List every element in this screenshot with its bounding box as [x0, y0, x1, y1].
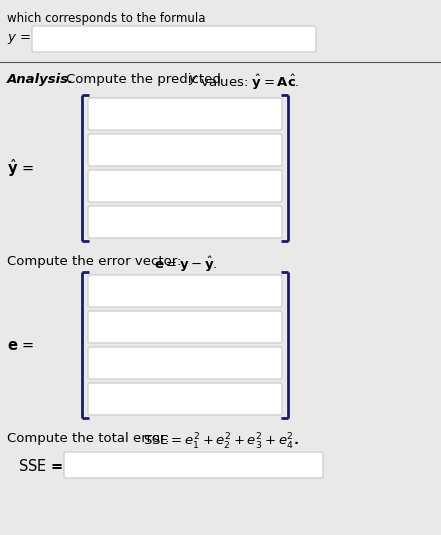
Text: $\mathbf{e}$ =: $\mathbf{e}$ = — [7, 338, 34, 353]
FancyBboxPatch shape — [64, 452, 323, 478]
Text: which corresponds to the formula: which corresponds to the formula — [7, 12, 206, 25]
Text: $y$: $y$ — [188, 73, 198, 87]
FancyBboxPatch shape — [88, 206, 282, 238]
FancyBboxPatch shape — [88, 98, 282, 130]
FancyBboxPatch shape — [88, 170, 282, 202]
FancyBboxPatch shape — [32, 26, 316, 52]
FancyBboxPatch shape — [88, 311, 282, 343]
Text: $y$ =: $y$ = — [7, 32, 31, 46]
Text: Compute the error vector:: Compute the error vector: — [7, 255, 186, 268]
Text: Analysis.: Analysis. — [7, 73, 74, 86]
Text: $\mathrm{SSE} = e_1^2 + e_2^2 + e_3^2 + e_4^2$.: $\mathrm{SSE} = e_1^2 + e_2^2 + e_3^2 + … — [143, 432, 299, 452]
Text: Compute the total error:: Compute the total error: — [7, 432, 174, 445]
FancyBboxPatch shape — [88, 347, 282, 379]
FancyBboxPatch shape — [88, 383, 282, 415]
FancyBboxPatch shape — [88, 275, 282, 307]
Text: Compute the predicted: Compute the predicted — [66, 73, 225, 86]
Text: values: $\hat{\mathbf{y}} = \mathbf{A}\hat{\mathbf{c}}$.: values: $\hat{\mathbf{y}} = \mathbf{A}\h… — [196, 73, 300, 92]
Text: $\mathbf{e} = \mathbf{y} - \hat{\mathbf{y}}$.: $\mathbf{e} = \mathbf{y} - \hat{\mathbf{… — [154, 255, 217, 274]
Text: $\mathrm{SSE}$ =: $\mathrm{SSE}$ = — [18, 458, 64, 474]
Text: $\hat{\mathbf{y}}$ =: $\hat{\mathbf{y}}$ = — [7, 157, 34, 179]
FancyBboxPatch shape — [88, 134, 282, 166]
